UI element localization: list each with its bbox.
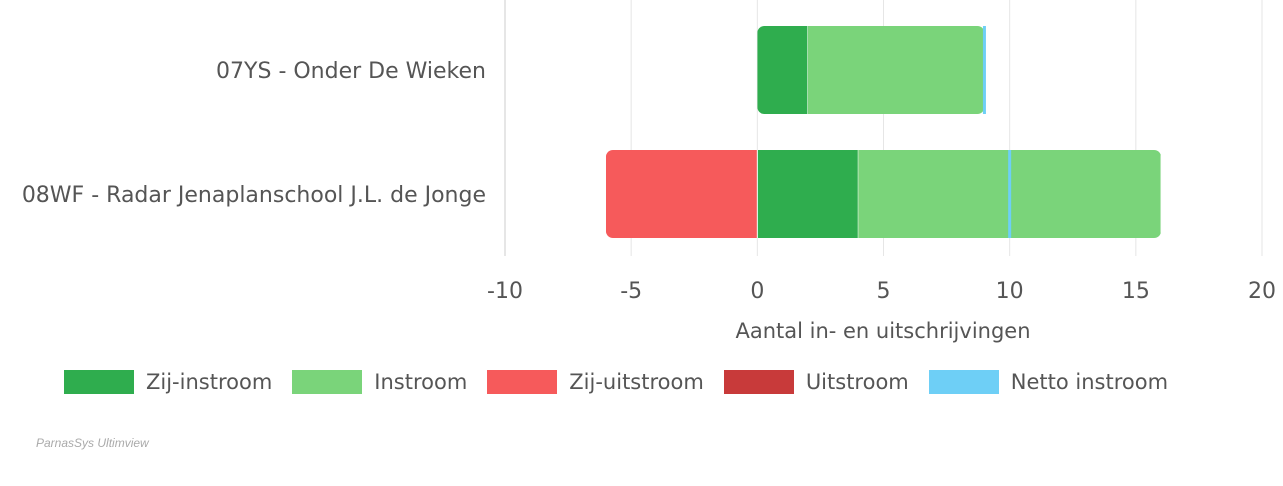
legend-swatch-netto-instroom <box>928 370 999 394</box>
x-axis-title: Aantal in- en uitschrijvingen <box>735 319 1030 343</box>
bars <box>605 26 1162 238</box>
legend-item-zij-uitstroom[interactable]: Zij-uitstroom <box>487 370 704 394</box>
bar-chart: 07YS - Onder De Wieken 08WF - Radar Jenap… <box>22 0 1276 343</box>
legend-label: Netto instroom <box>1010 370 1169 394</box>
category-label: 07YS - Onder De Wieken <box>216 59 486 84</box>
legend-item-zij-instroom[interactable]: Zij-instroom <box>64 370 272 394</box>
legend-item-uitstroom[interactable]: Uitstroom <box>723 370 909 394</box>
legend-item-netto-instroom[interactable]: Netto instroom <box>928 370 1169 394</box>
net-instroom-marker[interactable] <box>982 26 986 114</box>
legend-swatch-uitstroom <box>723 370 794 394</box>
bar-segment-instroom[interactable] <box>807 26 985 114</box>
x-tick-label: 10 <box>996 279 1024 304</box>
x-tick-label: 5 <box>877 279 891 304</box>
x-tick-label: 0 <box>750 279 764 304</box>
legend-label: Uitstroom <box>805 370 909 394</box>
x-tick-label: 15 <box>1122 279 1150 304</box>
net-instroom-marker[interactable] <box>1008 150 1012 238</box>
legend-label: Zij-uitstroom <box>569 370 704 394</box>
x-tick-label: -10 <box>487 279 523 304</box>
legend-swatch-zij-instroom <box>64 370 134 394</box>
credits-text[interactable]: ParnasSys Ultimview <box>36 436 149 450</box>
legend-swatch-zij-uitstroom <box>487 370 558 394</box>
legend-item-instroom[interactable]: Instroom <box>292 370 467 394</box>
x-tick-label: 20 <box>1248 279 1276 304</box>
bar-segment-zij-instroom[interactable] <box>757 150 859 238</box>
x-tick-label: -5 <box>620 279 642 304</box>
legend-swatch-instroom <box>292 370 363 394</box>
x-tick-labels: -10 -5 0 5 10 15 20 <box>487 279 1276 304</box>
legend-label: Zij-instroom <box>146 370 273 394</box>
category-labels: 07YS - Onder De Wieken 08WF - Radar Jenap… <box>22 59 486 208</box>
bar-segment-zij-instroom[interactable] <box>757 26 808 114</box>
net-markers <box>982 26 1012 238</box>
category-label: 08WF - Radar Jenaplanschool J.L. de Jong… <box>22 183 486 208</box>
bar-segment-zij-uitstroom[interactable] <box>605 150 758 238</box>
legend-label: Instroom <box>374 370 468 394</box>
legend: Zij-instroom Instroom Zij-uitstroom Uits… <box>64 370 1188 394</box>
